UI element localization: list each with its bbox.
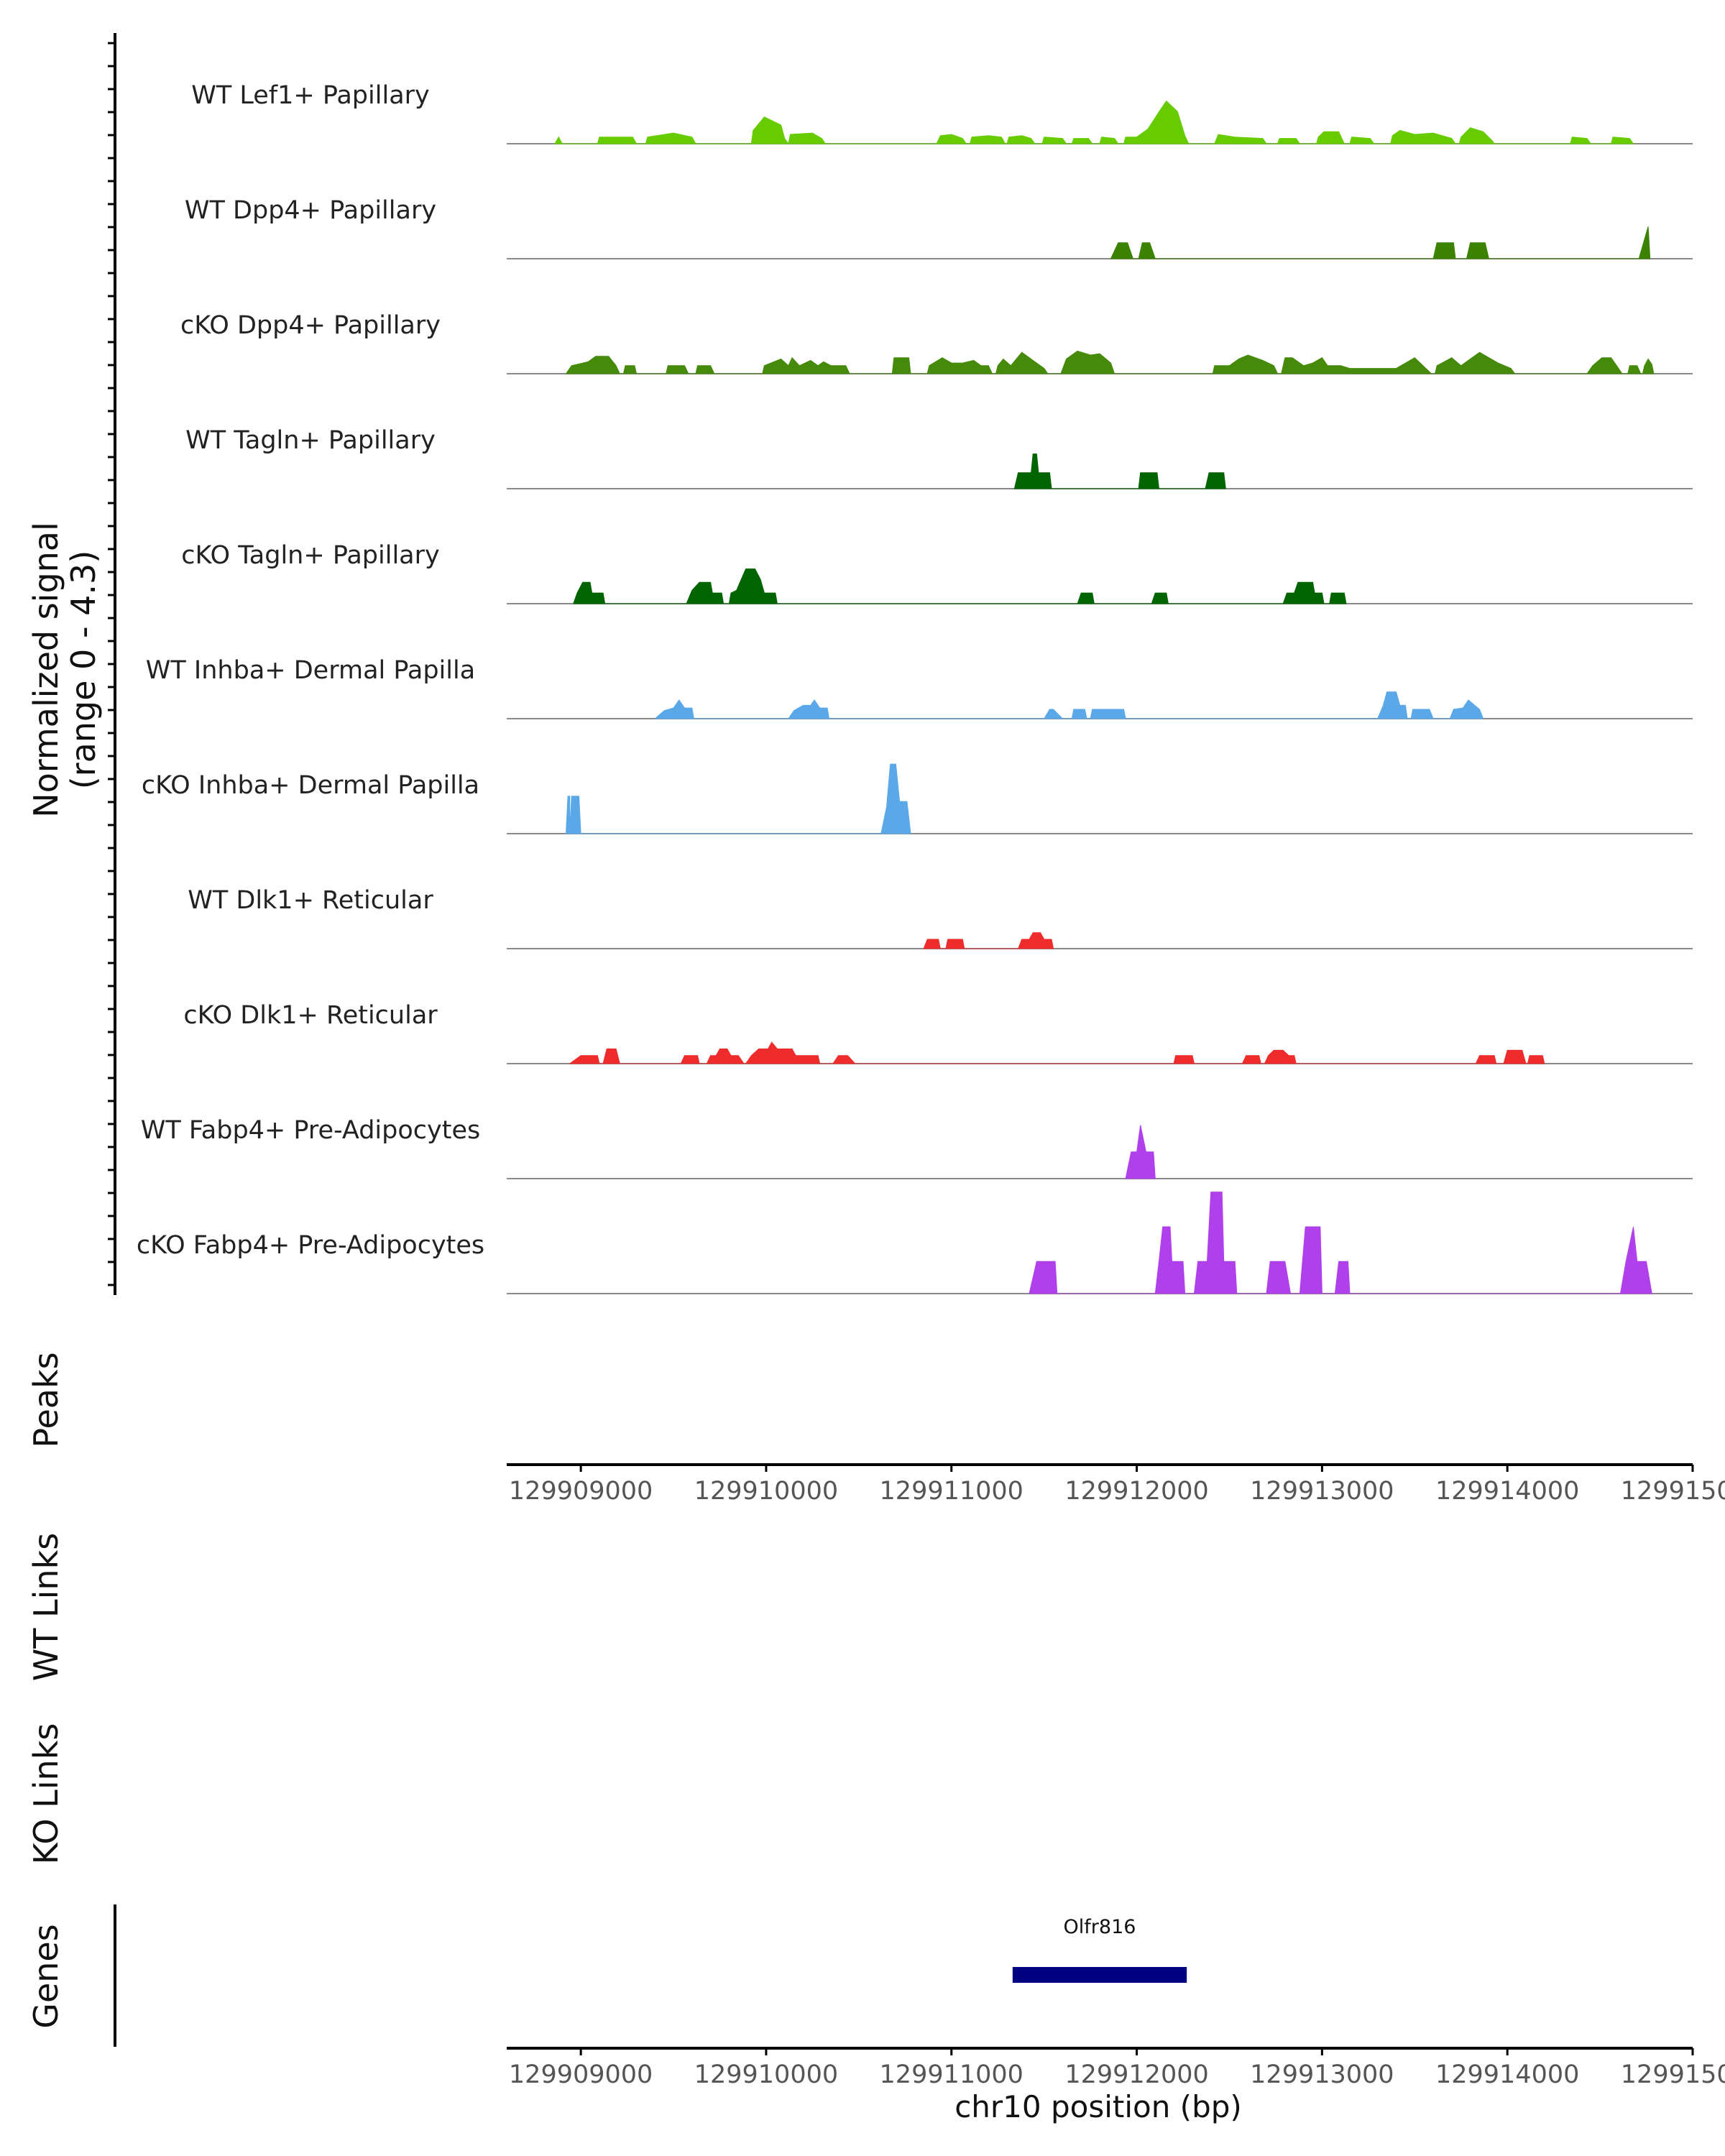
track-label: WT Tagln+ Papillary (185, 426, 436, 455)
track-label: WT Inhba+ Dermal Papilla (146, 656, 475, 685)
coverage-area (573, 568, 1347, 604)
track: WT Tagln+ Papillary (185, 426, 1693, 489)
track-label: cKO Inhba+ Dermal Papilla (142, 771, 479, 800)
coverage-area (569, 1041, 1545, 1064)
x-tick-label: 129915000 (1621, 2060, 1725, 2089)
track-label: cKO Fabp4+ Pre-Adipocytes (137, 1231, 484, 1260)
track-label: WT Dlk1+ Reticular (188, 886, 433, 915)
x-tick-label: 129911000 (880, 2060, 1024, 2089)
track-label: cKO Dlk1+ Reticular (183, 1001, 438, 1030)
coverage-area (1013, 453, 1226, 489)
track: cKO Inhba+ Dermal Papilla (142, 763, 1693, 834)
coverage-tracks: WT Lef1+ Papillary WT Dpp4+ Papillary cKO … (137, 81, 1693, 1294)
x-axis-title: chr10 position (bp) (954, 2089, 1242, 2124)
track-label: cKO Dpp4+ Papillary (180, 311, 441, 340)
track: WT Inhba+ Dermal Papilla (146, 656, 1693, 719)
coverage-area (923, 932, 1054, 949)
x-tick-label: 129913000 (1250, 1477, 1394, 1506)
ko-links-panel-label: KO Links (27, 1723, 65, 1865)
x-tick-label: 129912000 (1064, 2060, 1208, 2089)
x-tick-label: 129910000 (694, 1477, 838, 1506)
peaks-panel-label: Peaks (27, 1352, 65, 1447)
genes-panel-label: Genes (27, 1924, 65, 2028)
signal-y-axis-ticks (108, 42, 115, 1286)
track: WT Dlk1+ Reticular (188, 886, 1693, 949)
track-label: cKO Tagln+ Papillary (181, 541, 440, 570)
x-tick-label: 129910000 (694, 2060, 838, 2089)
coverage-area (1110, 226, 1651, 259)
coverage-area (565, 763, 911, 834)
x-tick-label: 129915000 (1621, 1477, 1725, 1506)
track-label: WT Dpp4+ Papillary (185, 196, 436, 225)
x-tick-label: 129914000 (1435, 1477, 1579, 1506)
x-tick-label: 129909000 (509, 1477, 653, 1506)
track: cKO Dlk1+ Reticular (183, 1001, 1693, 1064)
track: WT Dpp4+ Papillary (185, 196, 1693, 259)
coverage-area (565, 350, 1655, 374)
track: cKO Fabp4+ Pre-Adipocytes (137, 1192, 1693, 1294)
x-tick-label: 129912000 (1064, 1477, 1208, 1506)
track-label: WT Fabp4+ Pre-Adipocytes (141, 1116, 480, 1145)
track-label: WT Lef1+ Papillary (191, 81, 430, 110)
coverage-area (653, 691, 1484, 719)
signal-y-axis-title: Normalized signal (27, 522, 65, 818)
wt-links-panel-label: WT Links (27, 1533, 65, 1681)
gene-label: Olfr816 (1064, 1916, 1136, 1938)
track: cKO Tagln+ Papillary (181, 541, 1693, 604)
x-tick-label: 129909000 (509, 2060, 653, 2089)
track: WT Fabp4+ Pre-Adipocytes (141, 1116, 1693, 1179)
track: cKO Dpp4+ Papillary (180, 311, 1693, 374)
genes-x-axis: 129909000 129910000 129911000 129912000 1299… (509, 2048, 1725, 2089)
x-tick-label: 129911000 (880, 1477, 1024, 1506)
x-tick-label: 129913000 (1250, 2060, 1394, 2089)
coverage-area (1125, 1125, 1156, 1179)
x-tick-label: 129914000 (1435, 2060, 1579, 2089)
track: WT Lef1+ Papillary (191, 81, 1693, 145)
gene-annotations: Olfr816 (1012, 1916, 1187, 1983)
coverage-area (554, 100, 1634, 145)
signal-y-axis-subtitle: (range 0 - 4.3) (64, 550, 103, 790)
coverage-area (1029, 1192, 1652, 1294)
gene-body (1012, 1967, 1187, 1983)
peaks-x-axis: 129909000 129910000 129911000 129912000 1299… (509, 1465, 1725, 1506)
